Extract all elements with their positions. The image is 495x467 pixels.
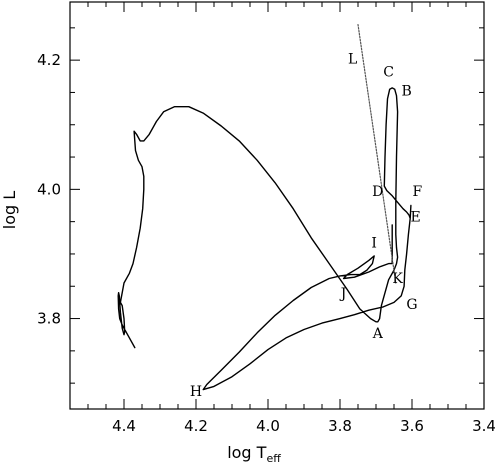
series-layer [117,24,412,391]
point-label-K: K [392,271,403,287]
point-label-I: I [371,235,377,251]
point-label-F: F [413,184,423,200]
point-label-C: C [383,64,394,80]
point-label-L: L [348,51,357,67]
x-tick-label: 3.4 [472,417,495,435]
plot-frame [69,1,485,410]
y-tick-label: 3.8 [37,310,61,328]
reference-line [357,24,397,284]
tick-label-layer: 4.4 4.2 4.0 3.8 3.6 3.4 3.8 4.0 4.2 [37,51,495,435]
point-label-H: H [190,384,202,400]
y-tick-label: 4.2 [37,51,61,69]
point-label-J: J [339,286,347,302]
point-label-G: G [406,297,417,313]
annotation-layer: L CB D FE I K J G A H [190,51,423,400]
point-label-A: A [372,326,384,342]
point-label-E: E [410,210,420,226]
axes-layer [69,1,485,410]
x-tick-label: 3.6 [400,417,424,435]
point-label-D: D [372,184,383,200]
x-axis-title-main: log T [227,443,266,462]
evolutionary-track [117,87,412,391]
x-axis-title: log Teff [227,443,281,465]
x-tick-label: 3.8 [328,417,352,435]
x-tick-label: 4.4 [112,417,136,435]
x-tick-label: 4.0 [256,417,280,435]
y-tick-label: 4.0 [37,180,61,198]
x-axis-title-sub: eff [266,452,281,465]
y-axis-title: log L [0,191,19,229]
point-label-B: B [401,84,411,100]
x-tick-label: 4.2 [184,417,208,435]
